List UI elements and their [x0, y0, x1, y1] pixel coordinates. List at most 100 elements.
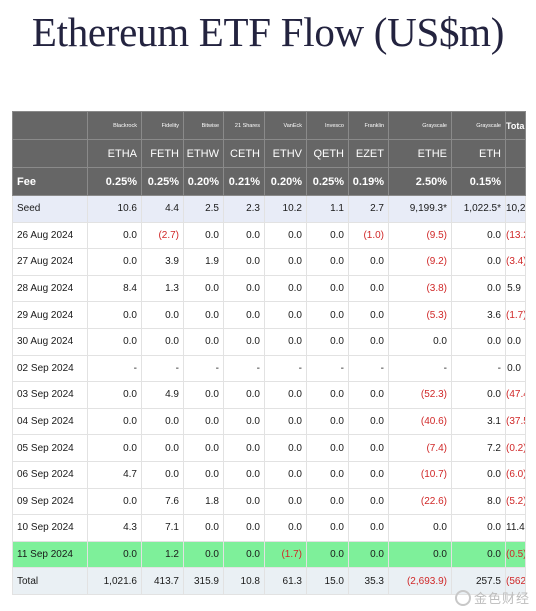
flow-cell: 0.0 — [451, 514, 506, 542]
flow-cell: 7.1 — [141, 514, 184, 542]
row-label: Total — [12, 567, 88, 595]
flow-cell: 1,022.5* — [451, 195, 506, 223]
table-body: Blackrock Fidelity Bitwise 21 Shares Van… — [12, 111, 526, 595]
issuer-header: Invesco — [306, 111, 349, 140]
row-label: 04 Sep 2024 — [12, 407, 88, 436]
total-cell: 0.0 — [505, 327, 526, 356]
flow-cell: 0.0 — [223, 434, 265, 462]
watermark-text: 金色财经 — [473, 592, 530, 607]
flow-cell: 0.0 — [183, 327, 224, 356]
flow-cell: - — [264, 354, 307, 383]
fee-cell: 0.25% — [306, 167, 349, 196]
flow-cell: 0.0 — [183, 407, 224, 436]
flow-cell: (40.6) — [388, 407, 452, 436]
table-row: 10 Sep 2024 4.3 7.1 0.0 0.0 0.0 0.0 0.0 0.0 0.0 11… — [12, 514, 526, 542]
flow-cell: 8.4 — [87, 274, 142, 303]
flow-cell: 0.0 — [348, 407, 389, 436]
fee-cell: 0.20% — [183, 167, 224, 196]
flow-cell: 0.0 — [87, 221, 142, 250]
fee-cell: 0.25% — [141, 167, 184, 196]
flow-cell: 0.0 — [348, 274, 389, 303]
flow-cell: 0.0 — [223, 407, 265, 436]
flow-cell: 1.2 — [141, 540, 184, 569]
row-label: 05 Sep 2024 — [12, 434, 88, 462]
flow-cell: (2,693.9) — [388, 567, 452, 595]
seed-row: Seed 10.6 4.4 2.5 2.3 10.2 1.1 2.7 9,199.3* 1,022… — [12, 195, 526, 223]
flow-cell: 0.0 — [348, 381, 389, 409]
flow-cell: 3.6 — [451, 301, 506, 329]
total-cell: 0.0 — [505, 354, 526, 383]
ticker-header: ETHW — [183, 139, 224, 168]
ticker-header: ETHV — [264, 139, 307, 168]
flow-cell: 0.0 — [348, 434, 389, 462]
flow-cell: (9.5) — [388, 221, 452, 250]
flow-cell: 0.0 — [451, 274, 506, 303]
row-label: 10 Sep 2024 — [12, 514, 88, 542]
flow-cell: 10.6 — [87, 195, 142, 223]
issuer-header: Blackrock — [87, 111, 142, 140]
total-header: Total — [505, 111, 526, 140]
flow-cell: 0.0 — [451, 540, 506, 569]
table-row: 28 Aug 2024 8.4 1.3 0.0 0.0 0.0 0.0 0.0 (3.8) 0.0… — [12, 274, 526, 303]
flow-cell: (7.4) — [388, 434, 452, 462]
total-cell: (0.2) — [505, 434, 526, 462]
flow-cell: 0.0 — [306, 407, 349, 436]
flow-cell: 0.0 — [87, 540, 142, 569]
flow-cell: (5.3) — [388, 301, 452, 329]
flow-cell: 0.0 — [451, 460, 506, 489]
watermark-logo-icon — [454, 590, 471, 606]
flow-cell: 7.2 — [451, 434, 506, 462]
flow-cell: 0.0 — [264, 487, 307, 516]
table-row: 11 Sep 2024 0.0 1.2 0.0 0.0 (1.7) 0.0 0.0 0.0 0.0… — [12, 540, 526, 569]
row-label: 06 Sep 2024 — [12, 460, 88, 489]
flow-cell: 0.0 — [264, 381, 307, 409]
total-cell: (5.2) — [505, 487, 526, 516]
flow-cell: 9,199.3* — [388, 195, 452, 223]
flow-cell: (1.7) — [264, 540, 307, 569]
flow-cell: 0.0 — [348, 301, 389, 329]
flow-cell: (52.3) — [388, 381, 452, 409]
row-label: 26 Aug 2024 — [12, 221, 88, 250]
flow-cell: (9.2) — [388, 248, 452, 276]
flow-cell: 0.0 — [223, 248, 265, 276]
total-cell: 11.4 — [505, 514, 526, 542]
total-cell: (1.7) — [505, 301, 526, 329]
table-row: 26 Aug 2024 0.0 (2.7) 0.0 0.0 0.0 0.0 (1.0) (9.5… — [12, 221, 526, 250]
fee-cell: 0.25% — [87, 167, 142, 196]
flow-cell: 61.3 — [264, 567, 307, 595]
fee-cell: 0.20% — [264, 167, 307, 196]
flow-cell: 1.8 — [183, 487, 224, 516]
flow-cell: 0.0 — [451, 221, 506, 250]
flow-cell: 0.0 — [223, 221, 265, 250]
flow-cell: 0.0 — [348, 487, 389, 516]
table-row: 09 Sep 2024 0.0 7.6 1.8 0.0 0.0 0.0 0.0 (22.6) 8.… — [12, 487, 526, 516]
flow-cell: 0.0 — [264, 327, 307, 356]
flow-cell: 8.0 — [451, 487, 506, 516]
flow-cell: 7.6 — [141, 487, 184, 516]
ticker-header: ETHA — [87, 139, 142, 168]
flow-cell: 0.0 — [306, 221, 349, 250]
row-label: 02 Sep 2024 — [12, 354, 88, 383]
fee-row: Fee 0.25% 0.25% 0.20% 0.21% 0.20% 0.25% … — [12, 167, 526, 196]
flow-cell: 0.0 — [183, 221, 224, 250]
flow-cell: 0.0 — [451, 381, 506, 409]
flow-cell: 1,021.6 — [87, 567, 142, 595]
flow-cell: 315.9 — [183, 567, 224, 595]
flow-cell: 0.0 — [87, 434, 142, 462]
flow-cell: - — [388, 354, 452, 383]
flow-cell: 0.0 — [183, 274, 224, 303]
ticker-header-row: ETHA FETH ETHW CETH ETHV QETH EZET ETHE … — [12, 139, 526, 168]
flow-cell: 0.0 — [264, 221, 307, 250]
flow-cell: 0.0 — [183, 460, 224, 489]
issuer-header: Bitwise — [183, 111, 224, 140]
issuer-header: Grayscale — [451, 111, 506, 140]
flow-cell: 0.0 — [87, 301, 142, 329]
flow-cell: 10.8 — [223, 567, 265, 595]
flow-cell: 4.4 — [141, 195, 184, 223]
issuer-header: Grayscale — [388, 111, 452, 140]
flow-cell: 0.0 — [264, 460, 307, 489]
flow-cell: 0.0 — [306, 274, 349, 303]
flow-cell: 0.0 — [348, 514, 389, 542]
flow-cell: 1.9 — [183, 248, 224, 276]
flow-cell: 0.0 — [264, 407, 307, 436]
